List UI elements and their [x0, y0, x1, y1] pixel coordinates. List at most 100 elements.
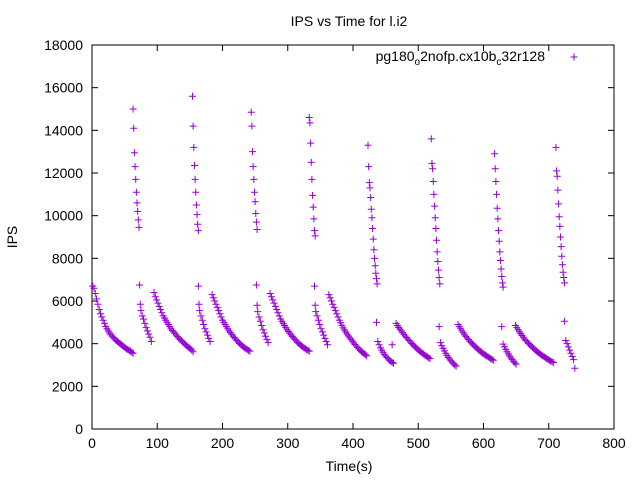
y-tick-label: 0	[75, 421, 83, 437]
data-point	[190, 143, 198, 151]
data-point	[213, 303, 221, 311]
data-point	[372, 269, 380, 277]
data-point	[140, 315, 148, 323]
data-point	[555, 213, 563, 221]
data-point	[555, 200, 563, 208]
data-point	[98, 313, 106, 321]
data-point	[132, 175, 140, 183]
data-point	[260, 329, 268, 337]
data-point	[331, 307, 339, 315]
data-point	[491, 165, 499, 173]
data-point	[429, 178, 437, 186]
data-point	[428, 159, 436, 167]
data-point	[568, 352, 576, 360]
x-axis: 0 100 200 300 400 500 600 700 800	[88, 45, 626, 451]
data-point	[212, 300, 220, 308]
data-point	[512, 360, 520, 368]
data-point	[133, 199, 141, 207]
data-point	[554, 186, 562, 194]
data-point	[567, 349, 575, 357]
data-point	[436, 280, 444, 288]
data-point	[129, 105, 137, 113]
data-point	[190, 162, 198, 170]
data-point	[327, 297, 335, 305]
data-point	[560, 274, 568, 282]
data-point	[197, 312, 205, 320]
data-point	[363, 352, 371, 360]
data-point	[324, 341, 332, 349]
data-point	[311, 282, 319, 290]
data-point	[367, 194, 375, 202]
data-point	[369, 235, 377, 243]
data-point	[132, 188, 140, 196]
data-point	[91, 290, 99, 298]
data-point	[311, 232, 319, 240]
data-point	[100, 319, 108, 327]
data-point	[308, 175, 316, 183]
data-point	[253, 226, 261, 234]
data-point	[216, 310, 224, 318]
data-point	[317, 325, 325, 333]
data-point	[153, 296, 161, 304]
data-point	[95, 306, 103, 314]
data-point	[247, 108, 255, 116]
data-point	[325, 291, 333, 299]
data-point	[189, 122, 197, 130]
data-point	[488, 355, 496, 363]
x-tick-label: 500	[407, 435, 431, 451]
data-point	[135, 223, 143, 231]
data-point	[558, 261, 566, 269]
data-point	[202, 328, 210, 336]
data-point	[274, 309, 282, 317]
data-point	[201, 325, 209, 333]
data-point	[252, 281, 260, 289]
data-point	[147, 338, 155, 346]
x-tick-label: 800	[602, 435, 626, 451]
data-point	[566, 346, 574, 354]
data-point	[143, 327, 151, 335]
data-point	[365, 163, 373, 171]
data-point	[372, 318, 380, 326]
data-point	[192, 188, 200, 196]
data-point	[256, 317, 264, 325]
data-point	[209, 294, 217, 302]
data-point	[496, 256, 504, 264]
data-point	[137, 307, 145, 315]
y-tick-label: 12000	[44, 165, 83, 181]
data-point	[215, 307, 223, 315]
data-point	[146, 333, 154, 341]
data-point	[559, 268, 567, 276]
data-point	[155, 302, 163, 310]
data-point	[436, 339, 444, 347]
data-point	[194, 282, 202, 290]
data-point	[305, 347, 313, 355]
data-point	[304, 346, 312, 354]
data-point	[194, 220, 202, 228]
data-point	[498, 279, 506, 287]
data-point	[495, 237, 503, 245]
data-point	[435, 323, 443, 331]
data-point	[254, 308, 262, 316]
data-point	[369, 224, 377, 232]
data-point	[134, 207, 142, 215]
data-point	[556, 233, 564, 241]
data-point	[427, 135, 435, 143]
data-point	[365, 179, 373, 187]
data-point	[498, 323, 506, 331]
data-point	[99, 316, 107, 324]
data-point	[571, 364, 579, 372]
data-point	[252, 210, 260, 218]
data-point	[273, 306, 281, 314]
data-point	[206, 338, 214, 346]
data-point	[194, 227, 202, 235]
data-point	[388, 358, 396, 366]
data-point	[330, 303, 338, 311]
data-point	[434, 266, 442, 274]
data-point	[371, 254, 379, 262]
data-point	[129, 349, 137, 357]
data-point	[313, 312, 321, 320]
data-point	[264, 339, 272, 347]
x-tick-label: 300	[276, 435, 300, 451]
data-point	[305, 114, 313, 122]
data-point	[311, 227, 319, 235]
